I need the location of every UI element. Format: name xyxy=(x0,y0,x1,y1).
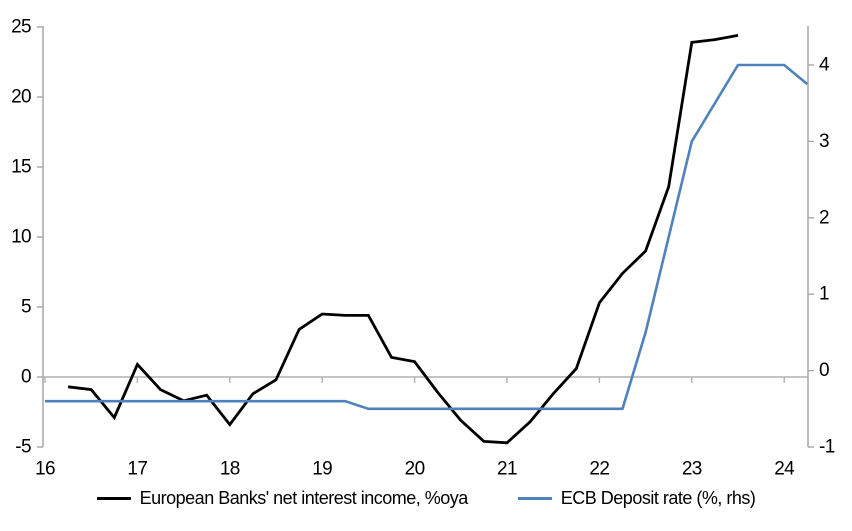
x-axis-tick-label: 23 xyxy=(682,459,702,480)
x-axis-tick-label: 20 xyxy=(405,459,425,480)
legend-label-nii: European Banks' net interest income, %oy… xyxy=(139,488,469,508)
x-axis-tick-label: 17 xyxy=(127,459,147,480)
right-axis-tick-label: 2 xyxy=(819,207,829,228)
right-axis-tick-label: 1 xyxy=(819,284,829,305)
right-axis-tick-label: 4 xyxy=(819,55,830,76)
right-axis-tick-label: -1 xyxy=(819,437,835,458)
series-line-ecb xyxy=(45,63,809,411)
legend-label-ecb: ECB Deposit rate (%, rhs) xyxy=(560,488,756,508)
chart-legend: European Banks' net interest income, %oy… xyxy=(0,488,852,509)
right-axis-tick-label: 3 xyxy=(819,131,829,152)
legend-swatch-nii xyxy=(96,497,131,500)
left-axis-tick-label: 25 xyxy=(11,17,31,38)
left-axis-tick-label: 15 xyxy=(11,157,31,178)
x-axis-tick-label: 22 xyxy=(589,459,609,480)
x-axis-tick-label: 19 xyxy=(312,459,332,480)
left-axis-tick-label: 10 xyxy=(11,227,31,248)
left-axis-tick-label: 5 xyxy=(21,297,31,318)
legend-item-nii: European Banks' net interest income, %oy… xyxy=(96,488,469,509)
x-axis-tick-label: 21 xyxy=(497,459,517,480)
series-line-nii xyxy=(67,34,739,445)
right-axis-tick-label: 0 xyxy=(819,360,829,381)
legend-swatch-ecb xyxy=(517,497,552,500)
left-axis-tick-label: 0 xyxy=(21,367,31,388)
x-axis-tick-label: 24 xyxy=(774,459,795,480)
x-axis-tick-label: 16 xyxy=(35,459,55,480)
legend-item-ecb: ECB Deposit rate (%, rhs) xyxy=(517,488,756,509)
x-axis-tick-label: 18 xyxy=(220,459,240,480)
left-axis-tick-label: -5 xyxy=(15,437,31,458)
left-axis-tick-label: 20 xyxy=(11,87,31,108)
